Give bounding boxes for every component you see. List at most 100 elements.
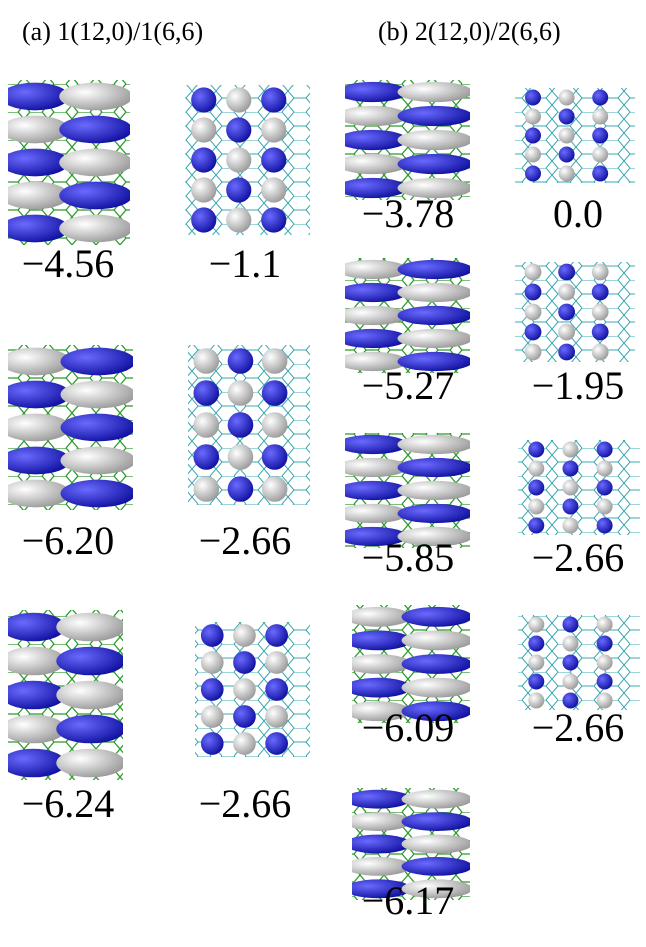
orbital-lobe [559,166,575,182]
orbital-lobe [193,412,219,438]
orbital-lobe [528,461,544,477]
energy-label: −2.66 [532,705,625,750]
orbital-lobe [56,647,125,676]
orbital-lobe [338,504,408,523]
orbital-lobe [338,329,408,348]
orbital-lobe [597,499,613,515]
orbital-lobe [559,128,575,144]
orbital-lobe [59,182,132,210]
orbital-lobe [338,260,408,279]
orbital-lobe [265,651,288,674]
orbital-lobe [525,90,541,106]
orbital-lobe [59,215,132,243]
orbital-lobe [1,215,69,243]
orbital-lobe [265,678,288,701]
orbital-lobe [61,414,136,442]
orbital-lobe [56,715,125,744]
orbital-lobe [228,380,254,406]
orbital-lobe [525,128,541,144]
orbital-lobe [1,149,69,177]
orbital-lobe [597,655,613,671]
orbital-image [1,80,133,245]
orbital-lobe [59,149,132,177]
orbital-lobe [597,518,613,534]
orbital-lobe [559,90,575,106]
orbital-lobe [592,304,609,321]
orbital-lobe [338,82,408,102]
orbital-lobe [597,442,613,458]
orbital-lobe [201,705,224,728]
orbital-lobe [262,412,288,438]
orbital-lobe [562,499,578,515]
energy-label: 0.0 [553,191,603,236]
orbital-lobe [1,749,65,778]
orbital-lobe [525,147,541,163]
energy-label: −6.24 [22,781,115,826]
orbital-lobe [398,106,473,126]
orbital-lobe [528,674,544,690]
orbital-lobe [226,117,251,142]
orbital-lobe [597,636,613,652]
energy-label: −5.85 [362,535,455,580]
orbital-lobe [398,82,473,102]
orbital-image [1,345,136,510]
orbital-lobe [345,607,411,627]
orbital-lobe [562,518,578,534]
orbital-lobe [525,324,542,341]
orbital-lobe [402,790,473,809]
orbital-lobe [398,283,473,302]
orbital-lobe [1,348,71,376]
orbital-content [1,80,133,245]
orbital-lobe [528,617,544,633]
orbital-lobe [191,207,216,232]
orbital-content [518,615,640,710]
orbital-lobe [562,674,578,690]
orbital-lobe [56,613,125,642]
orbital-lobe [228,412,254,438]
orbital-lobe [265,732,288,755]
orbital-lobe [562,480,578,496]
orbital-lobe [592,344,609,361]
orbital-lobe [528,442,544,458]
energy-label: −1.1 [209,241,282,286]
orbital-lobe [402,654,473,674]
orbital-lobe [338,106,408,126]
orbital-content [185,85,310,235]
panel-b-title: (b) 2(12,0)/2(6,6) [378,17,561,46]
orbital-lobe [338,435,408,454]
orbital-lobe [1,83,69,111]
orbital-lobe [193,380,219,406]
orbital-lobe [525,344,542,361]
orbital-lobe [558,304,575,321]
orbital-lobe [525,304,542,321]
orbital-lobe [562,617,578,633]
orbital-image [518,440,640,535]
orbital-image [1,610,125,780]
orbital-lobe [1,647,65,676]
orbital-lobe [558,344,575,361]
orbital-lobe [1,715,65,744]
orbital-lobe [398,435,473,454]
orbital-image [518,615,640,710]
orbital-image [195,622,310,757]
orbital-lobe [233,732,256,755]
energy-label: −2.66 [199,518,292,563]
orbital-lobe [559,109,575,125]
orbital-lobe [1,414,71,442]
orbital-lobe [592,324,609,341]
orbital-content [338,80,473,200]
orbital-lobe [226,87,251,112]
orbital-lobe [191,177,216,202]
orbital-lobe [525,264,542,281]
orbital-lobe [559,147,575,163]
energy-label: −4.56 [22,241,115,286]
orbital-image [515,262,635,362]
orbital-lobe [1,381,71,409]
orbital-lobe [56,749,125,778]
orbital-lobe [262,380,288,406]
energy-label: −3.78 [362,191,455,236]
orbital-lobe [592,90,608,106]
orbital-lobe [528,636,544,652]
orbital-image [338,258,473,373]
orbital-content [515,88,635,183]
